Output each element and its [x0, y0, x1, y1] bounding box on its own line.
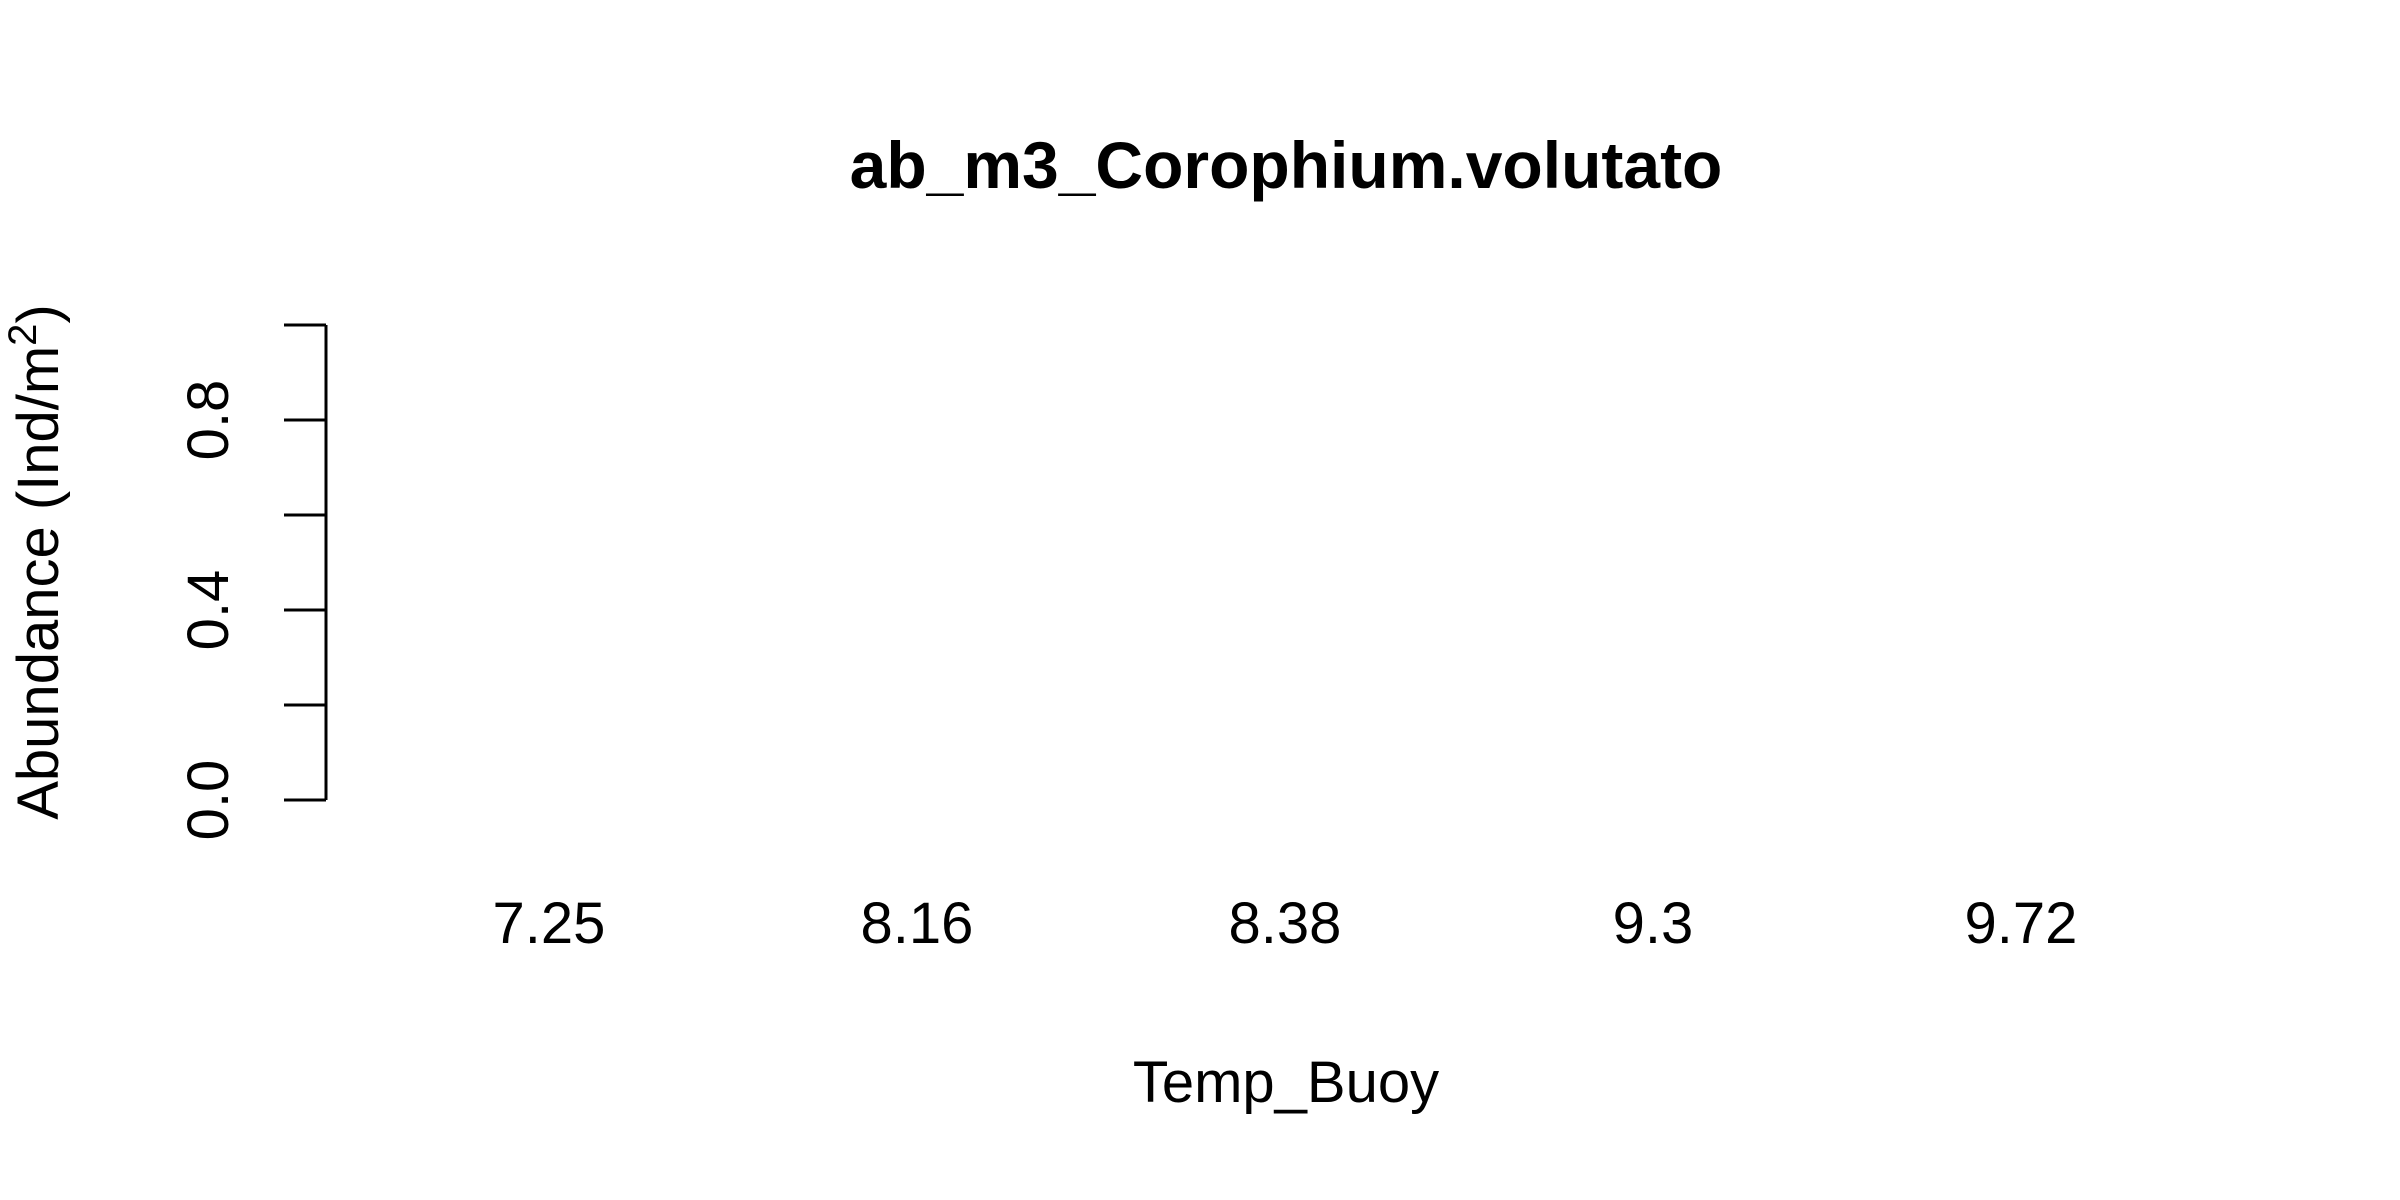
chart-title: ab_m3_Corophium.volutato — [850, 128, 1723, 202]
x-axis: 7.25 8.16 8.38 9.3 9.72 — [493, 891, 2078, 956]
x-tick-label: 9.72 — [1965, 891, 2078, 956]
y-tick-label: 0.8 — [176, 380, 241, 461]
y-axis: 0.0 0.4 0.8 — [176, 323, 328, 841]
y-ticks: 0.0 0.4 0.8 — [176, 323, 326, 841]
y-tick-label: 0.4 — [176, 570, 241, 651]
y-tick-label: 0.0 — [176, 760, 241, 841]
x-axis-label: Temp_Buoy — [1133, 1050, 1439, 1115]
y-axis-label-main: Abundance (Ind/m — [6, 346, 71, 820]
y-axis-label-superscript: 2 — [1, 324, 45, 346]
y-axis-label: Abundance (Ind/m2) — [1, 304, 71, 820]
x-tick-label: 8.38 — [1229, 891, 1342, 956]
x-tick-label: 8.16 — [861, 891, 974, 956]
x-tick-labels: 7.25 8.16 8.38 9.3 9.72 — [493, 891, 2078, 956]
x-tick-label: 7.25 — [493, 891, 606, 956]
y-axis-label-suffix: ) — [6, 304, 71, 323]
x-tick-label: 9.3 — [1613, 891, 1694, 956]
